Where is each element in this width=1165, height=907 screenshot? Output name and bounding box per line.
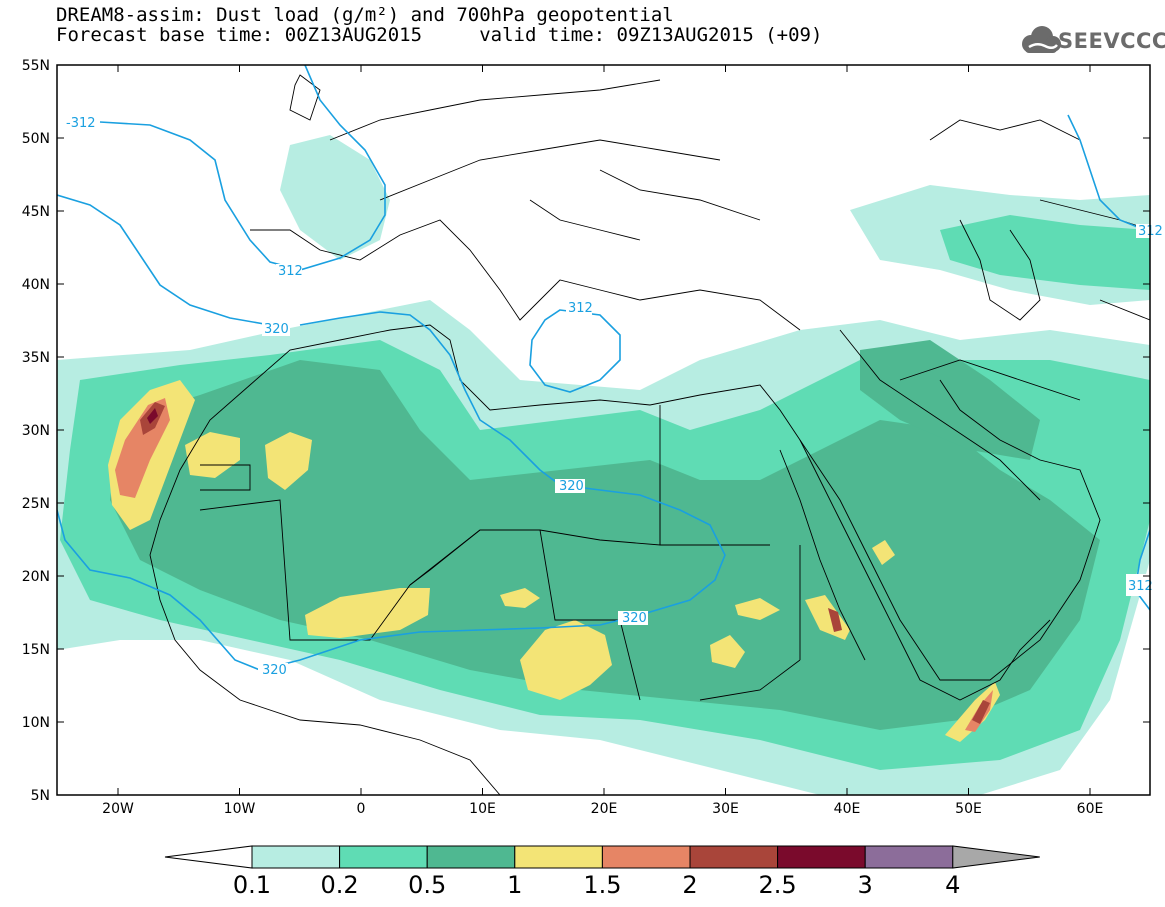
contour-312-ne [1067, 114, 1150, 233]
contour-label: 320 [622, 611, 647, 626]
dust-area-0.1-france [280, 135, 390, 260]
border-libya-egypt [659, 405, 770, 546]
chart-title: DREAM8-assim: Dust load (g/m²) and 700hP… [56, 4, 674, 26]
lon-label: 20E [591, 801, 618, 817]
contour-label-box [262, 322, 290, 336]
contour-label-box [1136, 224, 1150, 238]
colorbar-swatch [864, 845, 954, 869]
lon-label: 10W [224, 801, 256, 817]
colorbar-label: 2.5 [759, 871, 797, 899]
lon-label: 10E [469, 801, 496, 817]
dust-area-1-algeria-2 [265, 432, 312, 490]
coast-red-sea [779, 449, 866, 661]
contour-label: -312 [66, 116, 96, 131]
dust-area-0.5-east [860, 340, 1040, 460]
lat-label: 25N [22, 496, 50, 512]
lat-label: 5N [31, 788, 50, 804]
coast-guinea [149, 554, 501, 795]
colorbar-swatch [689, 845, 779, 869]
contour-label-box [618, 611, 648, 625]
colorbar-label: 1.5 [583, 871, 621, 899]
colorbar-label: 0.1 [233, 871, 271, 899]
dust-area-2-eritrea [828, 608, 842, 632]
lat-label: 10N [22, 715, 50, 731]
dust-area-0.2-north [940, 215, 1150, 290]
dust-area-1-sudan-2 [710, 635, 745, 668]
colorbar-label: 3 [858, 871, 873, 899]
contour-312-med [529, 309, 621, 393]
coastlines [149, 74, 1150, 795]
contour-label-box [566, 301, 592, 315]
contour-label: 320 [264, 322, 289, 337]
coast-west-africa [149, 324, 1051, 701]
cloud-icon [1022, 26, 1061, 53]
colorbar-swatch [601, 845, 691, 869]
dust-area-2.5-morocco [147, 408, 158, 424]
coast-europe [250, 219, 801, 331]
colorbar-label: 2 [682, 871, 697, 899]
contour-label: 312 [278, 264, 303, 279]
geopotential-contours [57, 65, 1150, 671]
contour-label: 320 [559, 479, 584, 494]
lon-label: 20W [102, 801, 134, 817]
logo-text: SEEVCCC [1058, 29, 1165, 53]
border-asia [929, 119, 1150, 321]
colorbar: 0.1 0.2 0.5 1 1.5 2 2.5 3 4 [164, 845, 1040, 899]
dust-area-0.5 [110, 360, 1100, 730]
colorbar-label: 1 [507, 871, 522, 899]
contour-label-box [1126, 574, 1150, 596]
lat-label: 45N [22, 204, 50, 220]
dust-field [57, 135, 1150, 795]
contour-320 [57, 311, 726, 671]
dust-area-1-algeria [185, 432, 240, 478]
coast-britain [289, 74, 321, 121]
lat-label: 55N [22, 58, 50, 74]
colorbar-swatch [339, 845, 428, 869]
dust-area-2-yemen [972, 700, 990, 724]
contour-312-nw [99, 65, 386, 271]
colorbar-label: 4 [945, 871, 960, 899]
lat-label: 35N [22, 350, 50, 366]
colorbar-label: 0.2 [321, 871, 359, 899]
contour-label: 312 [1128, 579, 1153, 594]
border-europe [329, 79, 761, 241]
colorbar-swatch [514, 845, 603, 869]
lat-label: 40N [22, 277, 50, 293]
border-middle-east [839, 329, 1081, 501]
contour-label: 320 [262, 663, 287, 678]
colorbar-arrow-right [952, 845, 1040, 869]
lat-label: 15N [22, 642, 50, 658]
colorbar-arrow-left [164, 845, 253, 869]
contour-312-west [57, 194, 271, 326]
lon-label: 40E [834, 801, 861, 817]
lat-label: 30N [22, 423, 50, 439]
contour-label-box [276, 264, 302, 278]
colorbar-swatch [426, 845, 516, 869]
dust-area-1-yemen [945, 682, 1000, 742]
dust-area-1-chad [520, 620, 612, 700]
lon-label: 0 [357, 801, 366, 817]
lon-label: 50E [955, 801, 982, 817]
dust-area-1-niger [500, 588, 540, 608]
chart-subtitle: Forecast base time: 00Z13AUG2015 valid t… [56, 24, 823, 46]
colorbar-swatch [777, 845, 866, 869]
coast-arabia [799, 379, 1101, 681]
longitude-axis: 20W 10W 0 10E 20E 30E 40E 50E 60E [102, 65, 1103, 817]
contour-label-box [64, 116, 98, 130]
colorbar-label: 0.5 [408, 871, 446, 899]
border-misc [200, 464, 801, 701]
contour-label-box [555, 479, 585, 493]
contour-label: 312 [568, 301, 593, 316]
contour-label-box [258, 663, 288, 677]
dust-area-1-sudan [735, 598, 780, 620]
dust-area-1-saudi [872, 540, 895, 565]
lat-label: 20N [22, 569, 50, 585]
lon-label: 60E [1077, 801, 1104, 817]
latitude-axis: 55N 50N 45N 40N 35N 30N 25N 20N 15N 10N 5N [22, 58, 1150, 804]
coast-caspian [959, 219, 1041, 321]
lon-label: 30E [712, 801, 739, 817]
lat-label: 50N [22, 131, 50, 147]
colorbar-swatch [251, 845, 341, 869]
